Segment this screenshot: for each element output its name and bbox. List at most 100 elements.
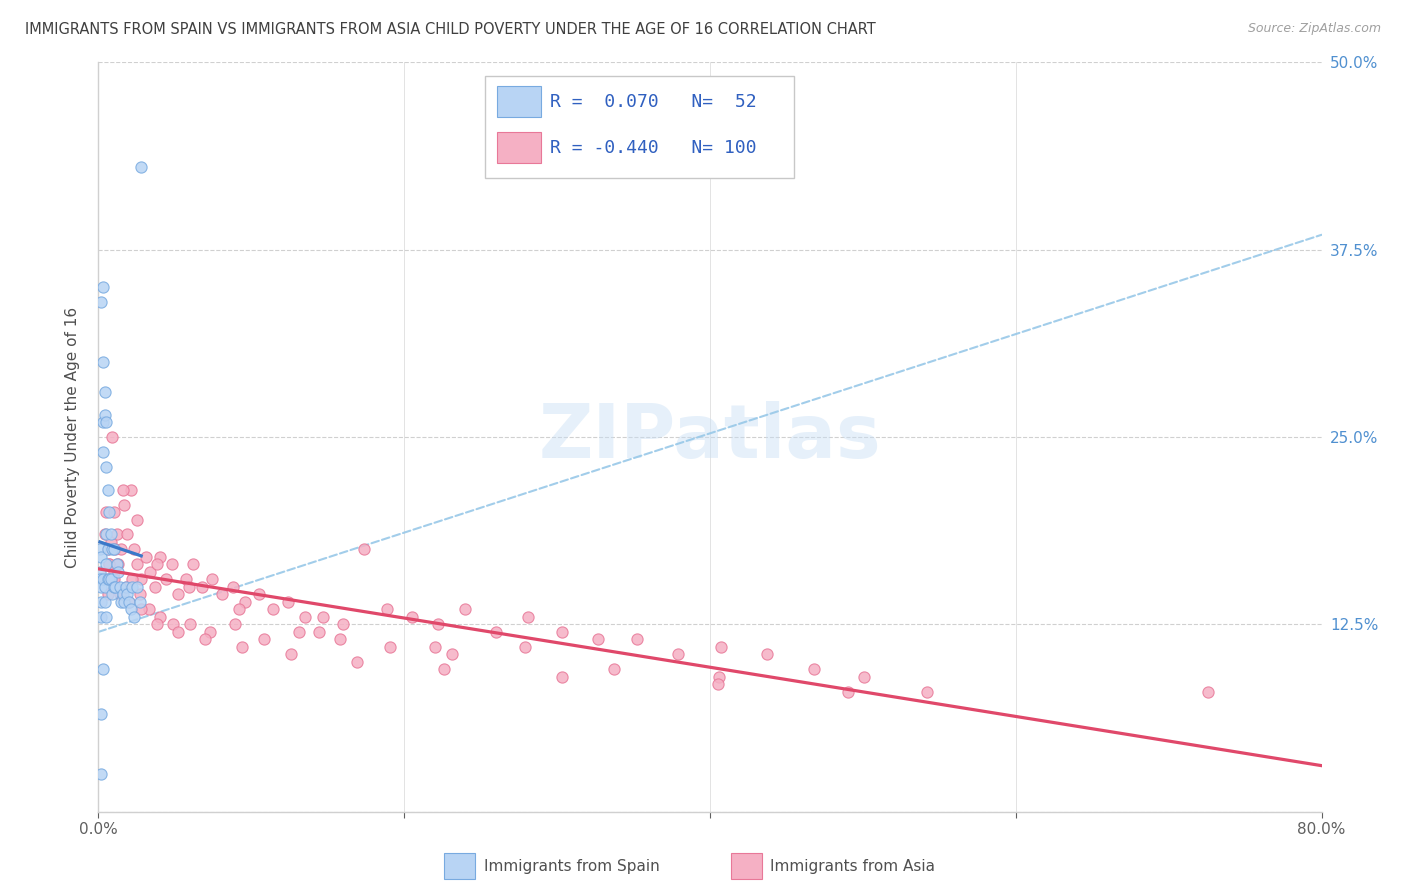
Point xyxy=(332,617,354,632)
Text: ZIPatlas: ZIPatlas xyxy=(538,401,882,474)
Point xyxy=(103,580,125,594)
Point xyxy=(294,610,316,624)
Point xyxy=(89,573,111,587)
Point xyxy=(135,549,157,564)
Point xyxy=(433,662,456,676)
Point xyxy=(93,527,115,541)
Point xyxy=(233,595,256,609)
Text: Immigrants from Spain: Immigrants from Spain xyxy=(484,859,659,873)
Point xyxy=(94,460,117,475)
Point xyxy=(90,707,112,722)
Point xyxy=(90,549,112,564)
Point xyxy=(353,542,375,557)
Point xyxy=(105,558,128,572)
Point xyxy=(117,527,139,541)
Point xyxy=(194,632,217,647)
Point xyxy=(121,573,143,587)
Point xyxy=(117,587,139,601)
Point xyxy=(803,662,825,676)
Point xyxy=(277,595,299,609)
Point xyxy=(755,648,778,662)
Point xyxy=(174,573,197,587)
Point xyxy=(120,602,142,616)
Point xyxy=(118,595,141,609)
Point xyxy=(89,565,111,579)
Point xyxy=(94,558,117,572)
Point xyxy=(149,610,172,624)
Point xyxy=(139,565,162,579)
Point xyxy=(262,602,284,616)
Point xyxy=(103,573,125,587)
Point xyxy=(118,595,141,609)
Point xyxy=(107,565,129,579)
Point xyxy=(101,587,124,601)
Point xyxy=(247,587,270,601)
Point xyxy=(224,617,246,632)
Point xyxy=(129,602,152,616)
Point xyxy=(112,595,135,609)
Point xyxy=(149,549,172,564)
Point xyxy=(94,610,117,624)
Point xyxy=(122,542,145,557)
Point xyxy=(91,280,114,294)
Point xyxy=(100,535,122,549)
Point xyxy=(551,624,574,639)
Point xyxy=(97,587,120,601)
Point xyxy=(177,580,200,594)
Point xyxy=(121,580,143,594)
Point xyxy=(107,558,129,572)
Point xyxy=(222,580,245,594)
Point xyxy=(329,632,352,647)
Point xyxy=(90,610,112,624)
Point xyxy=(115,580,138,594)
Point xyxy=(191,580,214,594)
Point xyxy=(155,573,177,587)
Point xyxy=(112,498,135,512)
Point xyxy=(93,385,115,400)
Point xyxy=(120,483,142,497)
Text: Source: ZipAtlas.com: Source: ZipAtlas.com xyxy=(1247,22,1381,36)
Point xyxy=(125,580,148,594)
Text: IMMIGRANTS FROM SPAIN VS IMMIGRANTS FROM ASIA CHILD POVERTY UNDER THE AGE OF 16 : IMMIGRANTS FROM SPAIN VS IMMIGRANTS FROM… xyxy=(25,22,876,37)
Point xyxy=(103,542,125,557)
Point xyxy=(706,677,728,691)
Point xyxy=(115,580,138,594)
Text: R = -0.440   N= 100: R = -0.440 N= 100 xyxy=(550,139,756,157)
Point xyxy=(110,595,132,609)
Point xyxy=(252,632,274,647)
Point xyxy=(837,685,859,699)
Point xyxy=(103,565,125,579)
Point xyxy=(128,587,150,601)
Point xyxy=(602,662,624,676)
Point xyxy=(98,505,121,519)
Point xyxy=(93,580,115,594)
Point xyxy=(626,632,648,647)
Point xyxy=(105,527,128,541)
Point xyxy=(517,610,540,624)
Point xyxy=(129,161,152,175)
Point xyxy=(167,624,190,639)
Y-axis label: Child Poverty Under the Age of 16: Child Poverty Under the Age of 16 xyxy=(65,307,80,567)
Point xyxy=(377,602,399,616)
Point xyxy=(211,587,233,601)
Point xyxy=(426,617,449,632)
Point xyxy=(97,542,120,557)
Point xyxy=(228,602,250,616)
Point xyxy=(97,542,120,557)
Point xyxy=(128,595,150,609)
Point xyxy=(101,573,124,587)
Point xyxy=(91,662,114,676)
Point xyxy=(94,527,117,541)
Point xyxy=(91,415,114,429)
Text: R =  0.070   N=  52: R = 0.070 N= 52 xyxy=(550,93,756,111)
Point xyxy=(346,655,368,669)
Point xyxy=(710,640,733,654)
Point xyxy=(111,587,134,601)
Point xyxy=(101,542,124,557)
Point xyxy=(181,558,204,572)
Bar xyxy=(498,132,541,163)
Point xyxy=(100,573,122,587)
Point xyxy=(97,573,120,587)
Point xyxy=(167,587,190,601)
Point xyxy=(108,580,131,594)
